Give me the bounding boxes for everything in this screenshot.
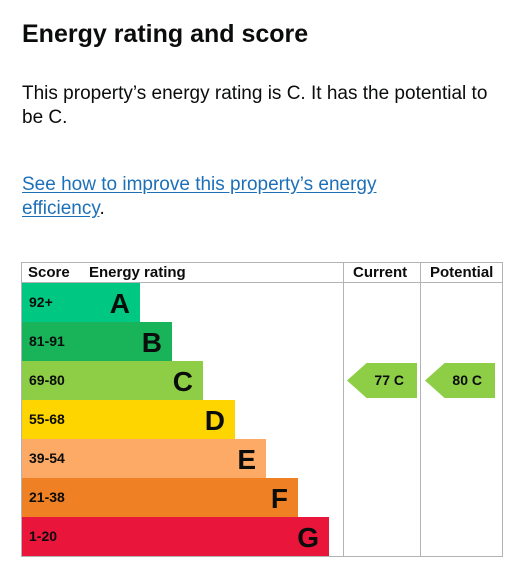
improve-efficiency-link[interactable]: See how to improve this property’s energ… — [22, 174, 377, 219]
band-letter: E — [237, 444, 256, 475]
band-row-d: 55-68 D — [22, 400, 343, 439]
band-row-f: 21-38 F — [22, 478, 343, 517]
band-bar-e: E — [78, 439, 266, 478]
band-score-range: 55-68 — [22, 400, 78, 439]
band-letter: D — [204, 405, 225, 436]
current-rating-arrow-label: 77 C — [374, 372, 404, 388]
col-header-potential: Potential — [430, 264, 494, 281]
current-column-divider — [343, 263, 344, 556]
band-letter: C — [172, 366, 193, 397]
rating-summary: This property’s energy rating is C. It h… — [22, 83, 488, 128]
band-score-range: 81-91 — [22, 322, 78, 361]
band-bar-d: D — [78, 400, 235, 439]
improvement-link-paragraph: See how to improve this property’s energ… — [22, 173, 442, 221]
band-row-c: 69-80 C — [22, 361, 343, 400]
band-score-range: 69-80 — [22, 361, 78, 400]
band-bar-f: F — [78, 478, 298, 517]
energy-rating-chart: Score Energy rating Current Potential 92… — [21, 262, 503, 557]
col-header-current: Current — [353, 264, 408, 281]
band-bar-b: B — [78, 322, 172, 361]
link-suffix: . — [99, 198, 105, 219]
band-score-range: 1-20 — [22, 517, 78, 556]
page-heading: Energy rating and score — [22, 20, 309, 48]
band-row-e: 39-54 E — [22, 439, 343, 478]
band-bar-g: G — [78, 517, 329, 556]
band-score-range: 21-38 — [22, 478, 78, 517]
band-row-b: 81-91 B — [22, 322, 343, 361]
band-row-a: 92+ A — [22, 283, 343, 322]
band-score-range: 39-54 — [22, 439, 78, 478]
potential-column-divider — [420, 263, 421, 556]
band-letter: B — [141, 327, 162, 358]
band-bar-a: A — [78, 283, 140, 322]
band-letter: A — [109, 288, 130, 319]
col-header-score: Score — [28, 264, 70, 281]
band-letter: G — [297, 522, 319, 553]
band-bar-c: C — [78, 361, 203, 400]
col-header-energy-rating: Energy rating — [89, 264, 186, 281]
band-row-g: 1-20 G — [22, 517, 343, 556]
potential-rating-arrow: 80 C — [425, 363, 495, 398]
band-letter: F — [270, 483, 288, 514]
current-rating-arrow: 77 C — [347, 363, 417, 398]
band-score-range: 92+ — [22, 283, 78, 322]
potential-rating-arrow-label: 80 C — [452, 372, 482, 388]
header-divider — [22, 282, 502, 283]
